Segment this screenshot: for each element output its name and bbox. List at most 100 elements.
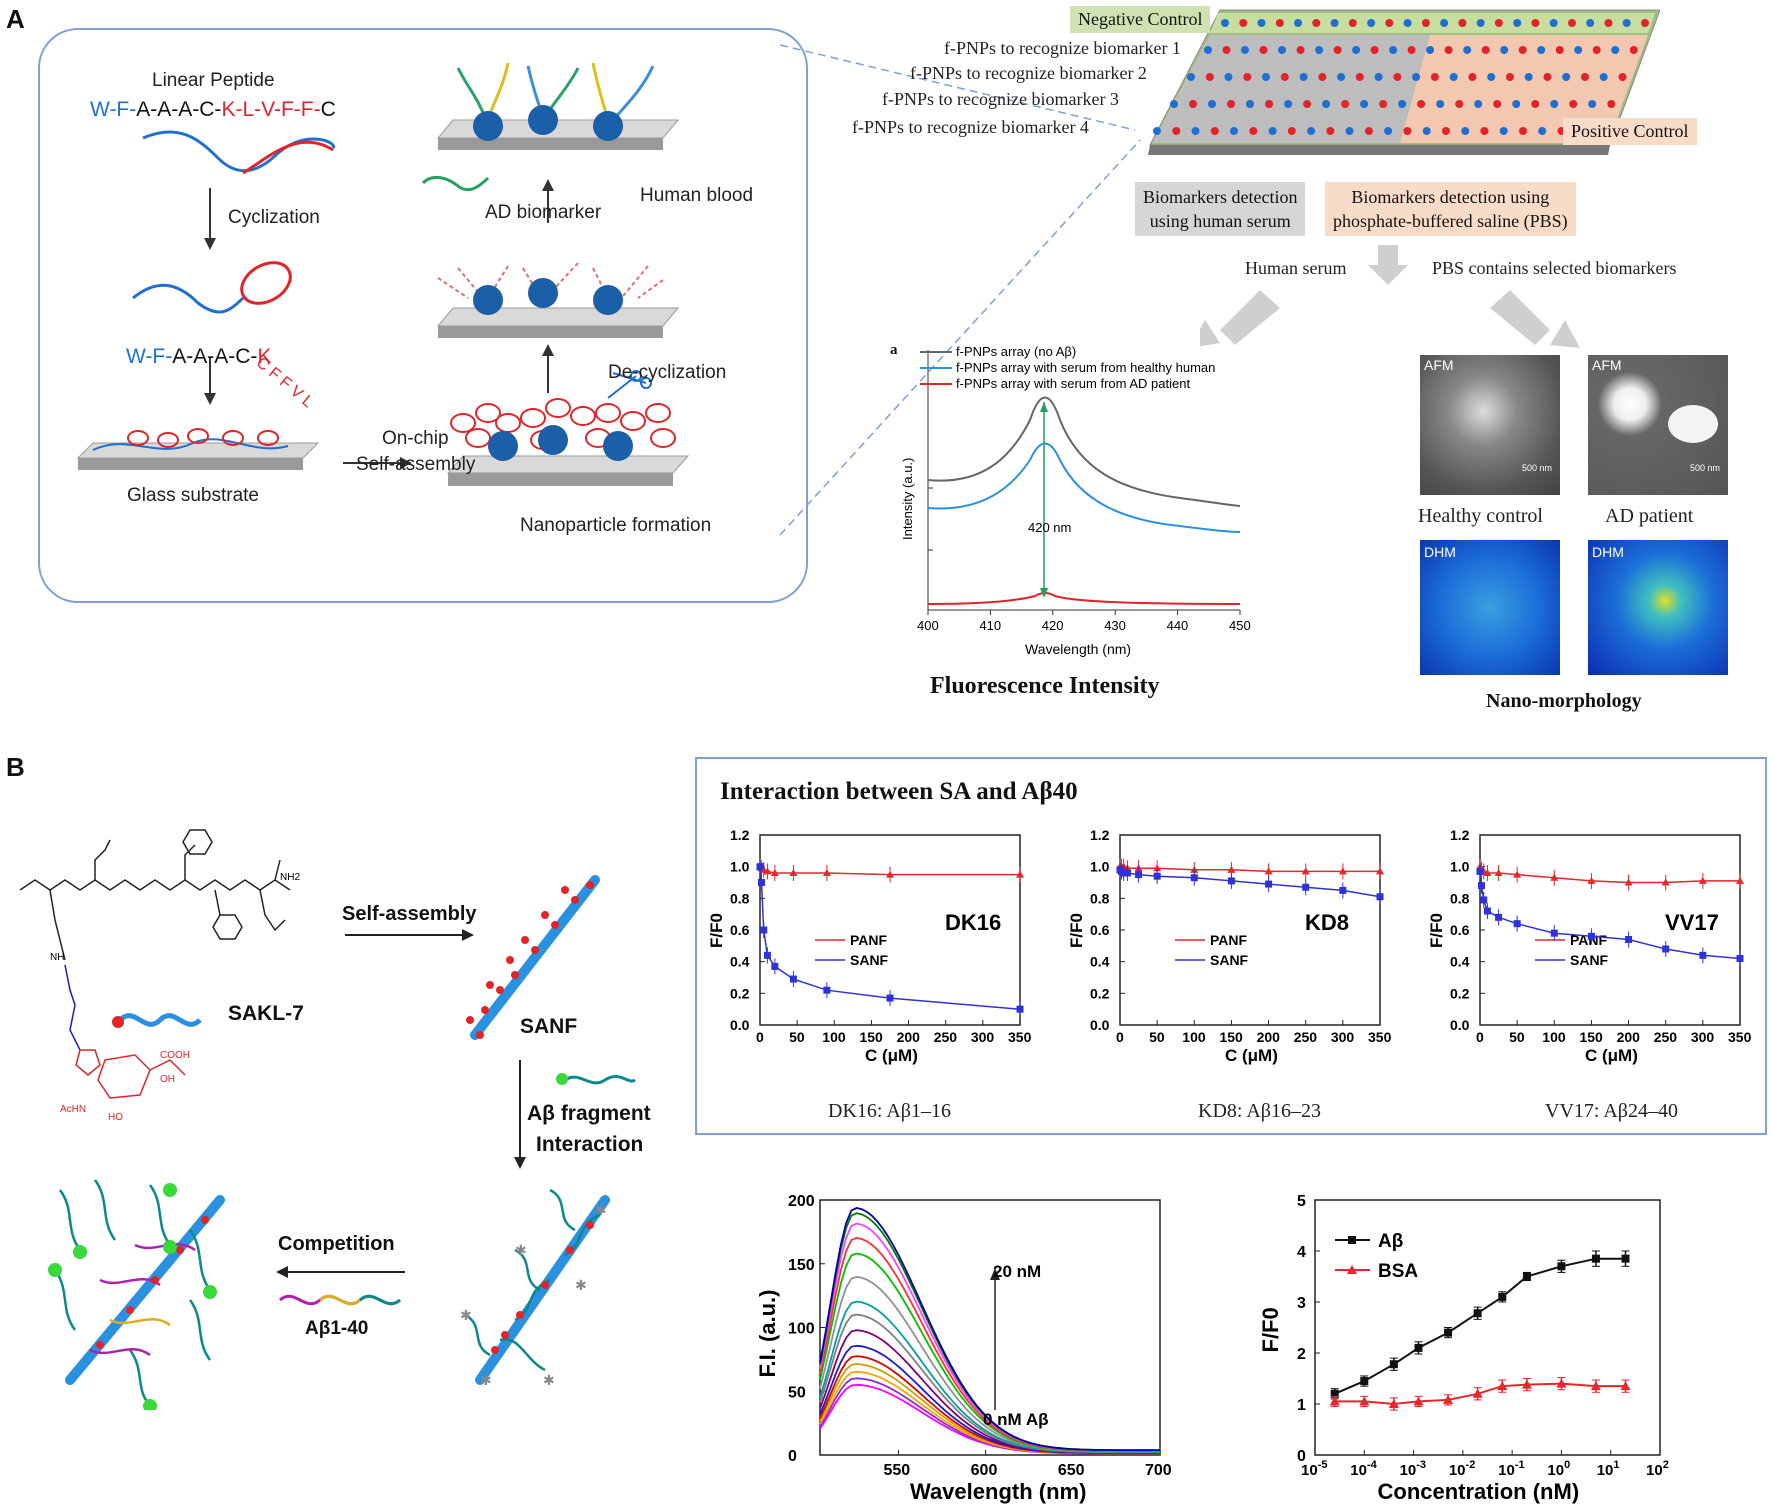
chip-dot	[1403, 19, 1412, 27]
flow-arrows	[1200, 245, 1580, 348]
x-tick-exponent: -5	[1318, 1459, 1328, 1471]
data-point	[1661, 878, 1670, 886]
x-tick-label: 700	[1145, 1462, 1172, 1479]
chip-dot	[1172, 127, 1181, 135]
linker	[64, 964, 76, 1006]
fluorescence-intensity-chart: 400 410 420 430 440 450 f-PNPs array (no Aβ) …	[900, 344, 1251, 657]
data-point	[1483, 869, 1492, 876]
x-tick-exponent: -2	[1466, 1459, 1476, 1471]
scale-label-2: 500 nm	[1689, 463, 1720, 473]
y-tick-label: 0.4	[1450, 954, 1470, 970]
nanoparticle-1	[488, 431, 518, 461]
y-tick-label: 3	[1297, 1295, 1306, 1312]
chip-dot	[1537, 46, 1546, 54]
linear-np-substrate-side	[438, 326, 663, 338]
x-tick-exponent: -1	[1515, 1459, 1525, 1471]
chip-edge	[1148, 145, 1610, 155]
chip-dot	[1259, 46, 1268, 54]
data-point	[1016, 870, 1024, 878]
svg-text:✱: ✱	[575, 1277, 587, 1293]
data-point	[756, 863, 764, 871]
fluor-legend-3: f-PNPs array with serum from AD patient	[956, 376, 1190, 391]
y-tick-label: 1.0	[1090, 859, 1110, 875]
pbs-box-line-2: phosphate-buffered saline (PBS)	[1333, 211, 1568, 231]
cyclic-seq-blue: W-F-	[126, 345, 173, 368]
chip-dot	[1519, 127, 1527, 135]
cyclic-peptide-sequence: W-F-A-A-A-C-K	[126, 345, 271, 369]
x-tick-exponent: 1	[1613, 1459, 1619, 1471]
x-tick-label: 250	[934, 1029, 958, 1045]
data-point	[1264, 867, 1273, 875]
legend-label: BSA	[1378, 1261, 1418, 1282]
svg-text:✱: ✱	[543, 1372, 555, 1388]
y-tick-label: 0.2	[730, 985, 750, 1001]
y-tick-label: 1.2	[1090, 827, 1110, 843]
fluor-legend-1: f-PNPs array (no Aβ)	[956, 344, 1076, 359]
serum-region	[1152, 35, 1430, 143]
x-tick-label: 350	[1728, 1029, 1752, 1045]
chip-dot	[1412, 73, 1421, 81]
y-tick-label: 0	[788, 1448, 797, 1465]
legend-label: SANF	[1210, 952, 1249, 968]
chip-dot	[1422, 127, 1431, 135]
linear-np-3	[593, 285, 623, 315]
chip-dot	[1246, 100, 1254, 108]
chip-dot	[1474, 100, 1483, 108]
y-tick-label: 0.0	[730, 1017, 750, 1033]
chip-dot	[1607, 100, 1616, 108]
chip-dot	[1224, 73, 1233, 81]
linear-np-1	[473, 285, 503, 315]
chip-dot	[1586, 19, 1595, 27]
data-point	[771, 962, 779, 970]
chip-dot	[1417, 100, 1426, 108]
series-line-sanf	[759, 866, 1021, 1010]
data-point	[789, 869, 798, 876]
y-tick-label: 0.2	[1090, 985, 1110, 1001]
panel-letter-a: A	[6, 4, 25, 34]
data-point	[1557, 1262, 1566, 1271]
arrow-head-5	[542, 179, 554, 191]
x-tick-label: 200	[1617, 1029, 1641, 1045]
x-axis-label: C (μM)	[865, 1046, 918, 1065]
ab-fragment-label-2: Interaction	[536, 1133, 644, 1156]
chip-dot	[1312, 19, 1321, 27]
interaction-title: Interaction between SA and Aβ40	[720, 778, 1078, 805]
chip-dot	[1333, 46, 1342, 54]
curve-healthy	[927, 442, 1241, 533]
chip-dot	[1303, 100, 1312, 108]
chart-dk16: 0.0 0.2 0.4 0.6 0.8 1.0 1.2 0 50 100 150 200 250 300 3…	[707, 827, 1032, 1065]
cooh-label: COOH	[160, 1050, 190, 1061]
scissors-icon	[607, 370, 652, 399]
x-tick-label: 350	[1008, 1029, 1032, 1045]
ad-patient-label: AD patient	[1605, 505, 1694, 527]
serum-detection-box: Biomarkers detection using human serum	[1135, 182, 1306, 236]
x-tick-label: 10-3	[1400, 1459, 1426, 1479]
afm-healthy-image: AFM 500 nm	[1420, 355, 1560, 495]
y-axis-label: F/F0	[1258, 1307, 1283, 1352]
right-arrow-head-icon	[1550, 320, 1580, 348]
data-point	[1736, 955, 1744, 962]
y-tick-label: 50	[788, 1384, 806, 1401]
negative-control-tag: Negative Control	[1070, 6, 1211, 33]
data-point	[1120, 869, 1128, 877]
chip-dot	[1249, 127, 1258, 135]
chip-dot	[1592, 46, 1601, 54]
data-point	[1135, 871, 1143, 879]
x-tick-label: 150	[1219, 1029, 1243, 1045]
y-tick-label: 150	[788, 1257, 815, 1274]
peak-label: 420 nm	[1028, 520, 1071, 535]
data-point	[1513, 920, 1521, 928]
data-point	[1480, 896, 1488, 904]
chip-dot	[1440, 19, 1449, 27]
y-tick-label: 200	[788, 1193, 815, 1210]
chip-dot	[1337, 73, 1346, 81]
serum-box-line-1: Biomarkers detection	[1143, 187, 1298, 207]
glass-substrate-side	[78, 458, 303, 470]
chip-dot	[1315, 46, 1324, 54]
chip-dot	[1449, 73, 1458, 81]
x-tick-label: 250	[1294, 1029, 1318, 1045]
data-point	[1339, 886, 1347, 894]
y-axis-label: F/F0	[707, 913, 726, 948]
chip-dot	[1153, 127, 1161, 135]
data-point	[1227, 877, 1235, 885]
